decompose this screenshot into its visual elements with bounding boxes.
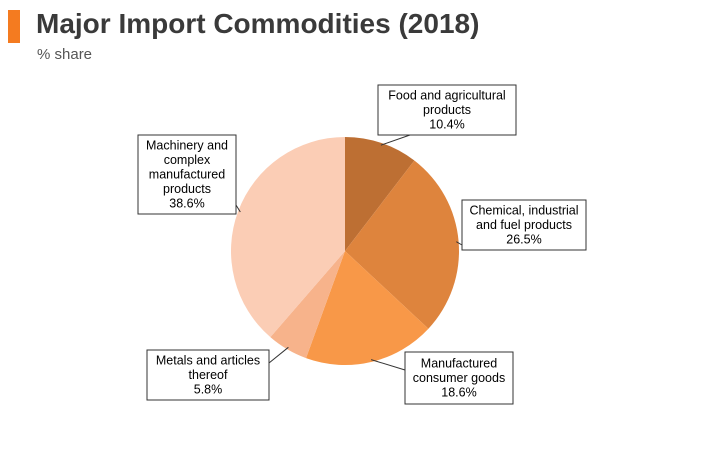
slice-category-label-1: Chemical, industrial bbox=[469, 203, 578, 217]
label-box-4 bbox=[137, 134, 237, 215]
label-box-3 bbox=[146, 349, 270, 401]
slice-value-label-0: 10.4% bbox=[429, 117, 464, 131]
slice-category-label-4: manufactured bbox=[149, 167, 225, 181]
label-box-0 bbox=[377, 84, 517, 136]
label-box-1 bbox=[461, 199, 587, 251]
slice-category-label-2: consumer goods bbox=[413, 371, 505, 385]
pie-slice-3 bbox=[270, 251, 345, 359]
slice-value-label-4: 38.6% bbox=[169, 196, 204, 210]
pie-slices bbox=[230, 137, 459, 365]
slice-category-label-1: and fuel products bbox=[476, 218, 572, 232]
leader-line-1 bbox=[456, 241, 463, 246]
leader-line-2 bbox=[370, 359, 406, 371]
slice-value-label-1: 26.5% bbox=[506, 232, 541, 246]
leader-line-4 bbox=[235, 204, 241, 213]
slice-category-label-3: thereof bbox=[189, 368, 228, 382]
slice-category-label-0: Food and agricultural bbox=[388, 88, 505, 102]
slice-category-label-4: complex bbox=[164, 153, 211, 167]
pie-slice-4 bbox=[230, 137, 345, 338]
leader-line-3 bbox=[268, 346, 289, 364]
leader-line-0 bbox=[380, 134, 411, 146]
slice-category-label-0: products bbox=[423, 103, 471, 117]
pie-slice-0 bbox=[345, 137, 415, 251]
slice-value-label-3: 5.8% bbox=[194, 382, 223, 396]
label-box-2 bbox=[404, 351, 514, 405]
title-accent-bar bbox=[8, 10, 20, 43]
slice-category-label-2: Manufactured bbox=[421, 356, 497, 370]
slice-category-label-3: Metals and articles bbox=[156, 353, 260, 367]
slice-labels: Food and agriculturalproducts10.4%Chemic… bbox=[137, 84, 587, 405]
pie-slice-1 bbox=[345, 160, 459, 329]
chart-subtitle: % share bbox=[37, 46, 93, 63]
slice-category-label-4: Machinery and bbox=[146, 138, 228, 152]
slice-category-label-4: products bbox=[163, 182, 211, 196]
slice-value-label-2: 18.6% bbox=[441, 385, 476, 399]
leader-lines bbox=[235, 134, 463, 371]
chart-title: Major Import Commodities (2018) bbox=[36, 8, 480, 39]
pie-slice-2 bbox=[306, 251, 429, 365]
